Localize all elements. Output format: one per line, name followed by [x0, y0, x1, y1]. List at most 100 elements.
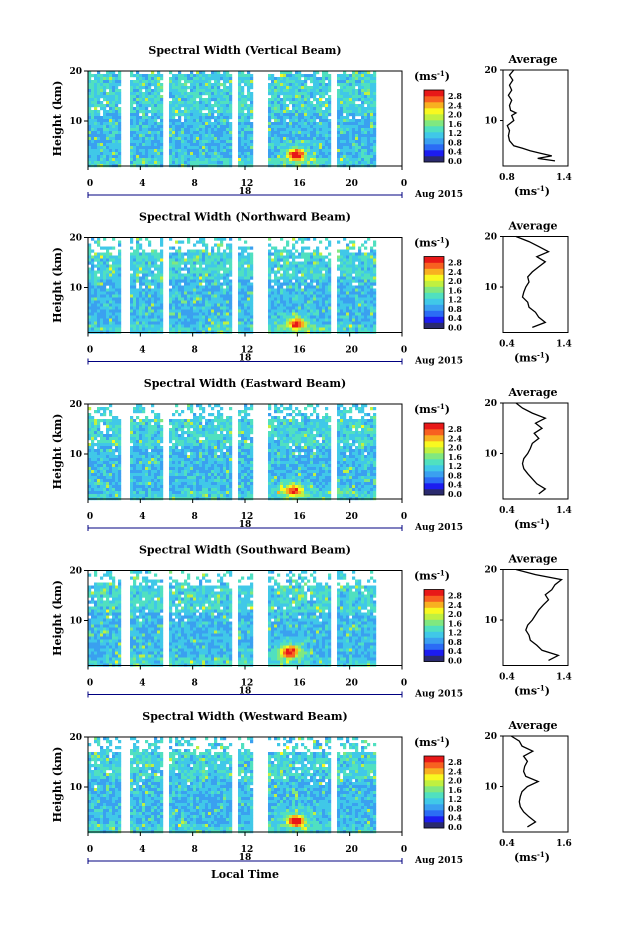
x-tick-label: 16	[293, 512, 306, 522]
date-label: Aug 2015	[414, 856, 463, 866]
colorbar-bin	[424, 292, 444, 299]
average-profile-line	[515, 235, 551, 329]
colorbar-bin	[424, 774, 444, 781]
avg-y-tick-label: 20	[484, 732, 497, 742]
colorbar-tick-label: 1.2	[448, 128, 462, 138]
colorbar-tick-label: 0.0	[448, 656, 462, 666]
colorbar-bin	[424, 144, 444, 151]
average-frame	[502, 569, 569, 666]
colorbar-bin	[424, 643, 444, 650]
avg-x-tick-label: 0.4	[499, 340, 515, 350]
colorbar-tick-label: 0.8	[448, 304, 462, 314]
x-tick-label: 8	[192, 679, 198, 689]
colorbar-bin	[424, 316, 444, 323]
colorbar-bin	[424, 613, 444, 620]
colorbar-bin	[424, 631, 444, 638]
colorbar-tick-label: 1.6	[448, 285, 462, 295]
avg-y-tick-label: 10	[484, 783, 497, 793]
colorbar-bin	[424, 792, 444, 799]
colorbar-tick-label: 0.0	[448, 156, 462, 166]
y-axis-label: Height (km)	[51, 414, 64, 490]
avg-x-tick-label: 1.4	[556, 340, 572, 350]
colorbar-tick-label: 0.8	[448, 470, 462, 480]
average-x-unit: (ms-1)	[514, 850, 550, 864]
colorbar-bin	[424, 768, 444, 775]
colorbar-bin	[424, 637, 444, 644]
x-tick-label: 16	[293, 845, 306, 855]
colorbar-unit: (ms-1)	[414, 569, 450, 583]
colorbar-tick-label: 2.0	[448, 776, 462, 786]
y-tick-label: 20	[69, 400, 82, 410]
x-tick-label: 12	[241, 845, 254, 855]
x-tick-label: 12	[241, 679, 254, 689]
date-label: Aug 2015	[414, 690, 463, 700]
panel-title: Spectral Width (Vertical Beam)	[148, 44, 341, 57]
x-tick-label: 0	[401, 512, 407, 522]
colorbar-tick-label: 1.2	[448, 461, 462, 471]
panel-2: Spectral Width (Northward Beam) 20 10 Heigh…	[51, 211, 572, 367]
panel-5: Spectral Width (Westward Beam) 20 10 Height…	[51, 710, 572, 866]
colorbar-bin	[424, 780, 444, 787]
colorbar-bin	[424, 649, 444, 656]
avg-x-tick-label: 0.4	[499, 673, 515, 683]
average-x-unit: (ms-1)	[514, 351, 550, 365]
heatmap-cells	[88, 237, 377, 334]
average-title: Average	[507, 53, 557, 66]
colorbar-tick-label: 0.4	[448, 147, 462, 157]
colorbar-bin	[424, 589, 444, 596]
average-profile-line	[506, 69, 556, 162]
colorbar-frame	[423, 589, 445, 662]
average-profile-line	[510, 735, 540, 828]
colorbar-frame	[423, 256, 445, 329]
y-axis-label: Height (km)	[51, 81, 64, 157]
colorbar-bin	[424, 268, 444, 275]
colorbar-frame	[423, 755, 445, 829]
x-tick-label: 0	[401, 346, 407, 356]
average-frame	[502, 236, 569, 333]
day-label: 18	[239, 520, 252, 530]
colorbar-bin	[424, 150, 444, 157]
y-tick-label: 10	[69, 783, 82, 793]
avg-x-tick-label: 0.4	[499, 506, 515, 516]
x-tick-label: 8	[192, 346, 198, 356]
colorbar-bin	[424, 435, 444, 442]
colorbar-tick-label: 1.6	[448, 452, 462, 462]
colorbar-bin	[424, 477, 444, 484]
x-tick-label: 0	[87, 512, 93, 522]
colorbar-tick-label: 2.4	[448, 600, 462, 610]
x-tick-label: 12	[241, 512, 254, 522]
heatmap-cells	[88, 570, 377, 667]
colorbar-tick-label: 0.4	[448, 313, 462, 323]
average-x-unit: (ms-1)	[514, 517, 550, 531]
colorbar-bin	[424, 483, 444, 490]
date-label: Aug 2015	[414, 190, 463, 200]
average-title: Average	[507, 386, 557, 399]
day-label: 18	[239, 354, 252, 364]
colorbar-bin	[424, 120, 444, 127]
average-frame	[502, 69, 569, 167]
x-tick-label: 4	[139, 179, 145, 189]
heatmap-cells	[88, 404, 377, 501]
avg-y-tick-label: 20	[484, 233, 497, 243]
colorbar-tick-label: 0.4	[448, 480, 462, 490]
x-tick-label: 20	[345, 346, 358, 356]
panel-title: Spectral Width (Southward Beam)	[139, 544, 351, 557]
average-x-unit: (ms-1)	[514, 184, 550, 198]
colorbar-tick-label: 1.2	[448, 794, 462, 804]
x-tick-label: 4	[139, 679, 145, 689]
colorbar-tick-label: 0.0	[448, 489, 462, 499]
x-tick-label: 16	[293, 179, 306, 189]
colorbar-tick-label: 2.8	[448, 258, 462, 268]
colorbar-bin	[424, 126, 444, 133]
day-label: 18	[239, 187, 252, 197]
colorbar-bin	[424, 280, 444, 287]
colorbar-tick-label: 1.6	[448, 618, 462, 628]
colorbar-tick-label: 0.8	[448, 803, 462, 813]
colorbar-bin	[424, 256, 444, 263]
colorbar-bin	[424, 601, 444, 608]
panel-title: Spectral Width (Westward Beam)	[142, 710, 347, 723]
average-title: Average	[507, 719, 557, 732]
date-label: Aug 2015	[414, 523, 463, 533]
colorbar-bin	[424, 810, 444, 817]
